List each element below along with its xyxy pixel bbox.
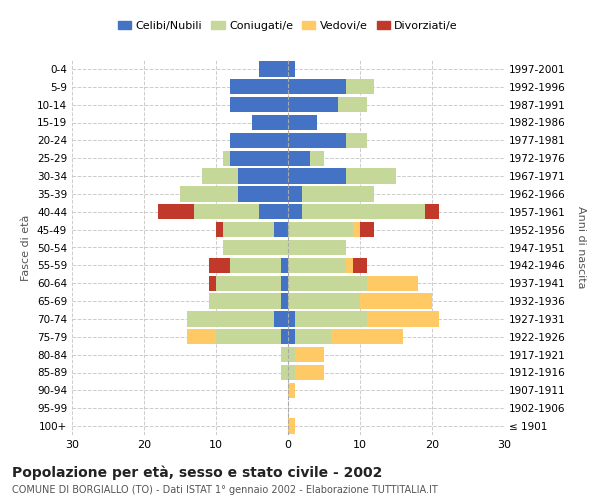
- Bar: [281, 276, 288, 291]
- Bar: [288, 79, 346, 94]
- Bar: [238, 186, 288, 202]
- Bar: [295, 329, 331, 344]
- Bar: [425, 204, 439, 220]
- Bar: [187, 329, 216, 344]
- Bar: [223, 150, 230, 166]
- Bar: [187, 312, 274, 326]
- Bar: [288, 222, 353, 237]
- Bar: [194, 204, 259, 220]
- Bar: [281, 329, 288, 344]
- Bar: [288, 276, 367, 291]
- Bar: [281, 294, 288, 308]
- Bar: [302, 186, 374, 202]
- Bar: [302, 204, 425, 220]
- Bar: [288, 186, 302, 202]
- Bar: [216, 222, 223, 237]
- Bar: [180, 186, 238, 202]
- Bar: [346, 79, 374, 94]
- Bar: [223, 222, 274, 237]
- Bar: [209, 276, 216, 291]
- Bar: [230, 97, 288, 112]
- Bar: [288, 418, 295, 434]
- Bar: [288, 150, 310, 166]
- Bar: [288, 347, 295, 362]
- Bar: [259, 62, 288, 76]
- Text: Popolazione per età, sesso e stato civile - 2002: Popolazione per età, sesso e stato civil…: [12, 465, 382, 479]
- Bar: [216, 276, 281, 291]
- Bar: [288, 62, 295, 76]
- Bar: [209, 258, 230, 273]
- Bar: [281, 258, 288, 273]
- Bar: [252, 115, 288, 130]
- Bar: [346, 258, 353, 273]
- Y-axis label: Anni di nascita: Anni di nascita: [577, 206, 586, 289]
- Bar: [288, 365, 295, 380]
- Bar: [288, 329, 295, 344]
- Bar: [216, 329, 281, 344]
- Bar: [360, 222, 374, 237]
- Bar: [331, 329, 403, 344]
- Bar: [288, 383, 295, 398]
- Bar: [288, 133, 346, 148]
- Bar: [346, 133, 367, 148]
- Bar: [288, 294, 360, 308]
- Bar: [338, 97, 367, 112]
- Bar: [209, 294, 281, 308]
- Y-axis label: Fasce di età: Fasce di età: [22, 214, 31, 280]
- Bar: [353, 258, 367, 273]
- Bar: [288, 258, 346, 273]
- Bar: [230, 79, 288, 94]
- Bar: [310, 150, 324, 166]
- Bar: [295, 365, 324, 380]
- Bar: [360, 294, 432, 308]
- Bar: [288, 115, 317, 130]
- Bar: [288, 168, 346, 184]
- Bar: [223, 240, 288, 255]
- Bar: [288, 204, 302, 220]
- Text: COMUNE DI BORGIALLO (TO) - Dati ISTAT 1° gennaio 2002 - Elaborazione TUTTITALIA.: COMUNE DI BORGIALLO (TO) - Dati ISTAT 1°…: [12, 485, 438, 495]
- Legend: Celibi/Nubili, Coniugati/e, Vedovi/e, Divorziati/e: Celibi/Nubili, Coniugati/e, Vedovi/e, Di…: [113, 17, 463, 36]
- Bar: [259, 204, 288, 220]
- Bar: [230, 133, 288, 148]
- Bar: [288, 312, 295, 326]
- Bar: [158, 204, 194, 220]
- Bar: [230, 258, 281, 273]
- Bar: [353, 222, 360, 237]
- Bar: [288, 97, 338, 112]
- Bar: [346, 168, 396, 184]
- Bar: [295, 347, 324, 362]
- Bar: [281, 347, 288, 362]
- Bar: [202, 168, 238, 184]
- Bar: [274, 312, 288, 326]
- Bar: [274, 222, 288, 237]
- Bar: [295, 312, 367, 326]
- Bar: [367, 276, 418, 291]
- Bar: [367, 312, 439, 326]
- Bar: [230, 150, 288, 166]
- Bar: [281, 365, 288, 380]
- Bar: [238, 168, 288, 184]
- Bar: [288, 240, 346, 255]
